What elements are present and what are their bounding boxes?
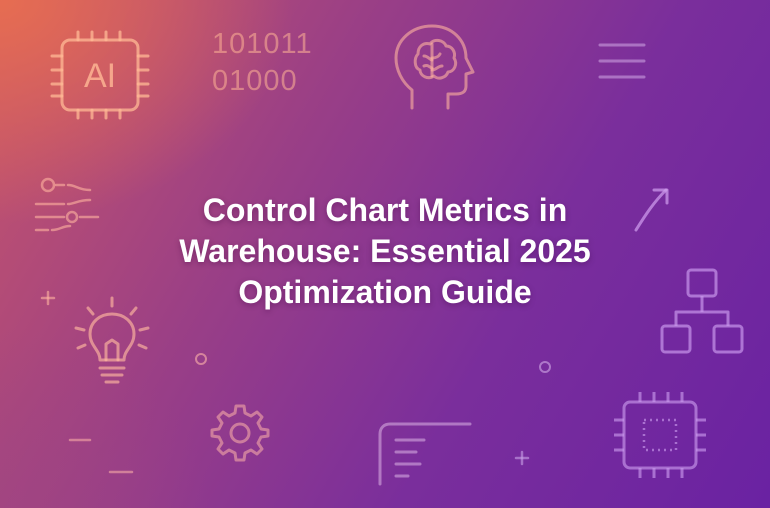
menu-lines-icon xyxy=(598,42,646,82)
plus-icon xyxy=(40,290,56,306)
sliders-icon xyxy=(34,176,104,238)
page-title: Control Chart Metrics in Warehouse: Esse… xyxy=(179,192,591,310)
trend-arrow-icon xyxy=(632,184,674,232)
document-lines-icon xyxy=(378,422,472,486)
ai-chip-icon: AI xyxy=(48,30,152,122)
gear-icon xyxy=(210,402,270,462)
ai-chip-label: AI xyxy=(84,57,116,95)
processor-chip-icon xyxy=(612,390,710,480)
org-chart-icon xyxy=(660,268,744,354)
plus-icon xyxy=(514,450,530,466)
binary-line: 101011 xyxy=(212,28,313,60)
binary-line: 01000 xyxy=(212,65,298,97)
lightbulb-icon xyxy=(72,296,152,388)
brain-head-icon xyxy=(394,24,476,112)
dash-icon xyxy=(68,437,92,443)
dash-icon xyxy=(108,469,134,475)
circle-dot-icon xyxy=(538,360,552,374)
binary-code-icon: 101011 01000 xyxy=(212,26,313,100)
circle-dot-icon xyxy=(194,352,208,366)
